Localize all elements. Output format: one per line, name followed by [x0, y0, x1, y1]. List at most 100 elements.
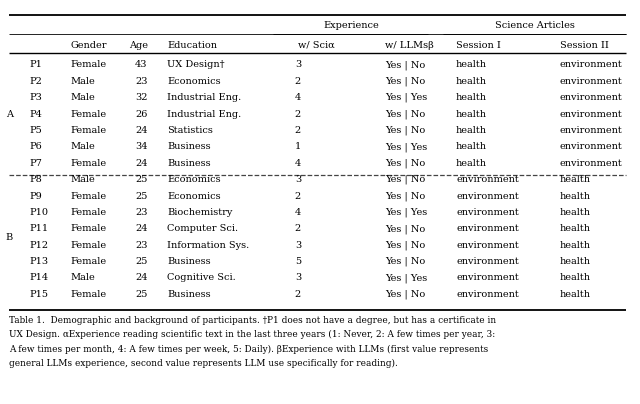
Text: P7: P7: [29, 159, 42, 168]
Text: 4: 4: [295, 208, 301, 217]
Text: P4: P4: [29, 109, 42, 119]
Text: P15: P15: [29, 290, 48, 299]
Text: health: health: [456, 142, 487, 152]
Text: Biochemistry: Biochemistry: [168, 208, 233, 217]
Text: Industrial Eng.: Industrial Eng.: [168, 109, 242, 119]
Text: environment: environment: [456, 257, 519, 266]
Text: Female: Female: [70, 126, 107, 135]
Text: health: health: [560, 224, 591, 234]
Text: Business: Business: [168, 257, 211, 266]
Text: health: health: [456, 126, 487, 135]
Text: Session II: Session II: [560, 40, 609, 50]
Text: environment: environment: [456, 191, 519, 200]
Text: P6: P6: [29, 142, 42, 152]
Text: P5: P5: [29, 126, 42, 135]
Text: Age: Age: [129, 40, 148, 50]
Text: P3: P3: [29, 93, 42, 102]
Text: Computer Sci.: Computer Sci.: [168, 224, 239, 234]
Text: Yes | No: Yes | No: [385, 191, 425, 201]
Text: Business: Business: [168, 159, 211, 168]
Text: 2: 2: [295, 191, 301, 200]
Text: environment: environment: [560, 126, 623, 135]
Text: environment: environment: [456, 175, 519, 184]
Text: Experience: Experience: [323, 21, 379, 30]
Text: 2: 2: [295, 109, 301, 119]
Text: 26: 26: [135, 109, 148, 119]
Text: Female: Female: [70, 159, 107, 168]
Text: Male: Male: [70, 274, 95, 282]
Text: 3: 3: [295, 61, 301, 69]
Text: P11: P11: [29, 224, 48, 234]
Text: P9: P9: [29, 191, 42, 200]
Text: Yes | No: Yes | No: [385, 109, 425, 119]
Text: Yes | No: Yes | No: [385, 126, 425, 135]
Text: environment: environment: [560, 77, 623, 86]
Text: environment: environment: [456, 290, 519, 299]
Text: Female: Female: [70, 191, 107, 200]
Text: 24: 24: [135, 224, 148, 234]
Text: health: health: [456, 93, 487, 102]
Text: Economics: Economics: [168, 77, 221, 86]
Text: Yes | No: Yes | No: [385, 77, 425, 86]
Text: 24: 24: [135, 274, 148, 282]
Text: Female: Female: [70, 290, 107, 299]
Text: health: health: [560, 175, 591, 184]
Text: Business: Business: [168, 142, 211, 152]
Text: health: health: [560, 290, 591, 299]
Text: environment: environment: [560, 61, 623, 69]
Text: health: health: [560, 257, 591, 266]
Text: 3: 3: [295, 274, 301, 282]
Text: Yes | Yes: Yes | Yes: [385, 93, 427, 103]
Text: general LLMs experience, second value represents LLM use specifically for readin: general LLMs experience, second value re…: [10, 359, 398, 368]
Text: environment: environment: [560, 109, 623, 119]
Text: UX Design†: UX Design†: [168, 61, 225, 69]
Text: Female: Female: [70, 241, 107, 250]
Text: Male: Male: [70, 93, 95, 102]
Text: A: A: [6, 109, 13, 119]
Text: Female: Female: [70, 257, 107, 266]
Text: Male: Male: [70, 77, 95, 86]
Text: 25: 25: [135, 175, 148, 184]
Text: w/ LLMsβ: w/ LLMsβ: [385, 40, 434, 50]
Text: P12: P12: [29, 241, 48, 250]
Text: Male: Male: [70, 142, 95, 152]
Text: 3: 3: [295, 175, 301, 184]
Text: Cognitive Sci.: Cognitive Sci.: [168, 274, 236, 282]
Text: P10: P10: [29, 208, 48, 217]
Text: Yes | Yes: Yes | Yes: [385, 273, 427, 283]
Text: health: health: [560, 208, 591, 217]
Text: 23: 23: [135, 208, 148, 217]
Text: Business: Business: [168, 290, 211, 299]
Text: Information Sys.: Information Sys.: [168, 241, 250, 250]
Text: 34: 34: [135, 142, 148, 152]
Text: Gender: Gender: [70, 40, 107, 50]
Text: P2: P2: [29, 77, 42, 86]
Text: environment: environment: [456, 224, 519, 234]
Text: P13: P13: [29, 257, 48, 266]
Text: 2: 2: [295, 126, 301, 135]
Text: P8: P8: [29, 175, 42, 184]
Text: 32: 32: [135, 93, 148, 102]
Text: 2: 2: [295, 290, 301, 299]
Text: Economics: Economics: [168, 191, 221, 200]
Text: health: health: [456, 61, 487, 69]
Text: health: health: [456, 109, 487, 119]
Text: Female: Female: [70, 208, 107, 217]
Text: health: health: [456, 77, 487, 86]
Text: Female: Female: [70, 109, 107, 119]
Text: Table 1.  Demographic and background of participants. †P1 does not have a degree: Table 1. Demographic and background of p…: [10, 316, 497, 325]
Text: 4: 4: [295, 159, 301, 168]
Text: Yes | No: Yes | No: [385, 240, 425, 250]
Text: Yes | No: Yes | No: [385, 158, 425, 168]
Text: Yes | Yes: Yes | Yes: [385, 208, 427, 217]
Text: Female: Female: [70, 224, 107, 234]
Text: environment: environment: [456, 241, 519, 250]
Text: Yes | No: Yes | No: [385, 257, 425, 266]
Text: w/ Sciα: w/ Sciα: [298, 40, 335, 50]
Text: 2: 2: [295, 224, 301, 234]
Text: Yes | No: Yes | No: [385, 224, 425, 234]
Text: Male: Male: [70, 175, 95, 184]
Text: Yes | No: Yes | No: [385, 290, 425, 299]
Text: environment: environment: [560, 142, 623, 152]
Text: P1: P1: [29, 61, 42, 69]
